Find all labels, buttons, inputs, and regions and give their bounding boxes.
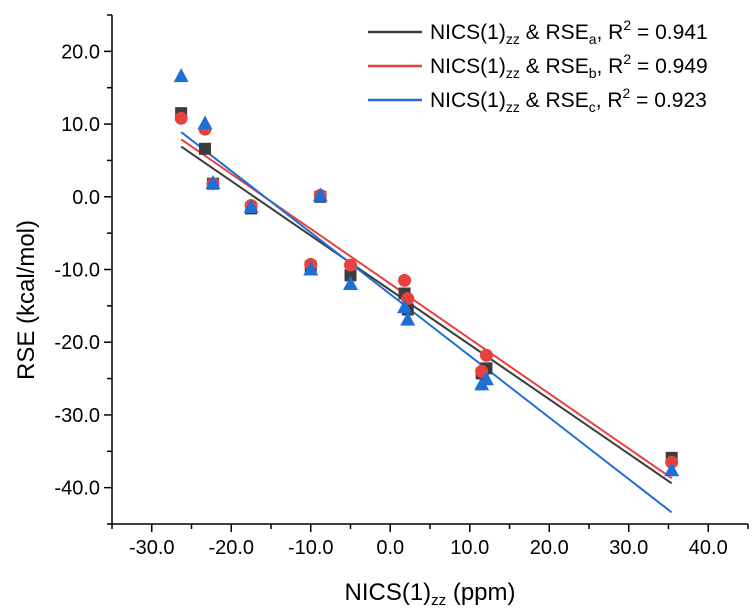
x-axis-title-sub: zz [431,592,446,609]
data-point-c [664,462,680,477]
legend: NICS(1)zz & RSEa, R2 = 0.941 NICS(1)zz & … [368,17,708,115]
x-tick-label: 0.0 [376,537,404,559]
x-axis-title-suffix: (ppm) [446,579,515,606]
y-tick-label: -30.0 [54,405,100,427]
data-point-c [197,115,213,130]
plot-area [173,68,680,514]
data-point-c [343,276,358,291]
legend-label-c: NICS(1)zz & RSEc, R2 = 0.923 [430,85,707,115]
x-tick-label: 40.0 [689,537,728,559]
x-axis-ticks: -30.0 -20.0 -10.0 0.0 10.0 20.0 30.0 40.0 [111,524,749,559]
x-tick-label: 20.0 [530,537,569,559]
data-point-b [398,273,412,287]
data-point-c [312,187,328,202]
data-point-c [400,311,416,326]
legend-label-a: NICS(1)zz & RSEa, R2 = 0.941 [430,17,708,47]
y-tick-label: -20.0 [54,332,100,354]
x-axis-title-main: NICS(1) [344,579,431,606]
data-point-a [344,269,357,282]
y-tick-label: 0.0 [72,187,100,209]
data-point-a [199,142,212,155]
data-point-b [344,258,357,272]
y-axis-ticks: 20.0 10.0 0.0 -10.0 -20.0 -30.0 -40.0 [54,14,112,525]
y-axis-title: RSE (kcal/mol) [13,220,40,380]
fit-line-c [180,131,673,514]
data-point-c [243,198,259,213]
data-point-b [174,111,188,125]
axes: -30.0 -20.0 -10.0 0.0 10.0 20.0 30.0 40.0 20.0 1… [54,14,749,559]
x-tick-label: 30.0 [609,537,648,559]
y-tick-label: -40.0 [54,478,100,500]
fit-lines [180,131,673,514]
data-point-c [397,299,413,314]
y-tick-label: 20.0 [61,41,100,63]
y-tick-label: 10.0 [61,114,100,136]
x-tick-label: -20.0 [208,537,254,559]
x-tick-label: -30.0 [129,537,175,559]
data-point-c [303,261,319,276]
x-tick-label: -10.0 [288,537,334,559]
data-points [173,68,680,477]
legend-label-b: NICS(1)zz & RSEb, R2 = 0.949 [430,51,708,81]
x-axis-title: NICS(1)zz (ppm) [344,579,515,609]
y-tick-label: -10.0 [54,260,100,282]
data-point-c [173,68,189,83]
fit-line-a [180,145,673,485]
data-point-c [205,174,221,189]
data-point-b [479,348,493,362]
data-point-c [478,371,494,386]
x-tick-label: 10.0 [450,537,489,559]
